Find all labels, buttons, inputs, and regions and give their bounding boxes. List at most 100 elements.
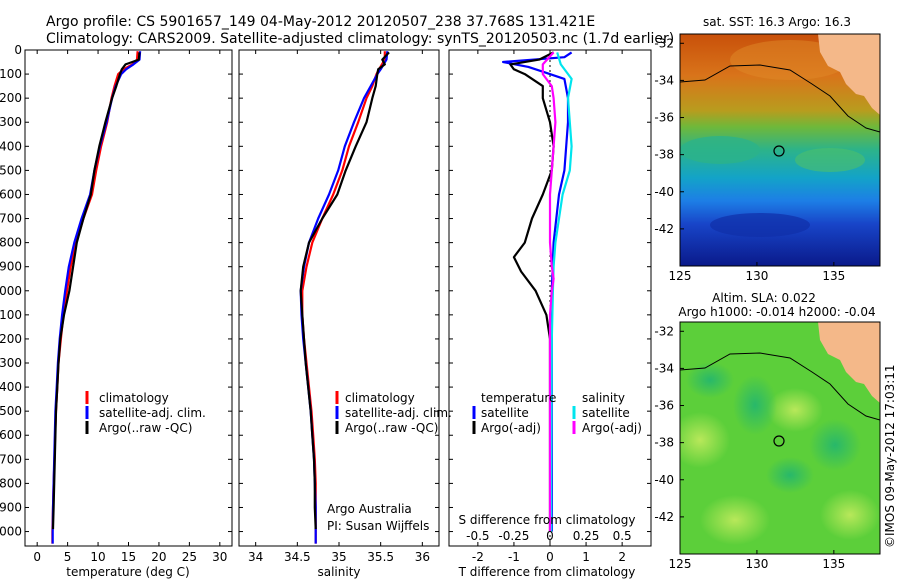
x-tick-label: 5 xyxy=(64,550,72,564)
top-tick-label: 0 xyxy=(546,529,554,543)
y-tick-label: 600 xyxy=(0,187,22,201)
sla-patch xyxy=(766,457,814,493)
sla-patch xyxy=(809,419,861,471)
map-y-tick-label: -38 xyxy=(654,148,674,162)
sla-patch xyxy=(700,495,770,545)
map-y-tick-label: -36 xyxy=(654,399,674,413)
x-tick-label: 10 xyxy=(90,550,105,564)
series-line-salinity-argo-adj- xyxy=(541,51,557,532)
y-tick-label: 1000 xyxy=(0,284,22,298)
map-y-tick-label: -40 xyxy=(654,473,674,487)
y-tick-label: 1800 xyxy=(0,476,22,490)
top-tick-label: -0.25 xyxy=(498,529,529,543)
annotation-pi-name: PI: Susan Wijffels xyxy=(327,519,429,533)
temperature-xlabel: temperature (deg C) xyxy=(66,565,189,579)
argo-position-marker xyxy=(773,145,785,157)
x-tick-label: 35.5 xyxy=(367,550,394,564)
x-tick-label: -1 xyxy=(508,550,520,564)
salinity-plot-frame xyxy=(238,49,440,547)
top-tick-label: 0.5 xyxy=(613,529,632,543)
x-tick-label: -2 xyxy=(472,550,484,564)
salinity-xlabel: salinity xyxy=(317,565,360,579)
land-mass xyxy=(818,34,880,115)
shelf-contour xyxy=(680,352,880,421)
top-tick-label: -0.5 xyxy=(466,529,489,543)
legend-label-satellite: satellite-adj. clim. xyxy=(345,406,452,420)
legend-label-climatology: climatology xyxy=(99,391,169,405)
header-line-1: Argo profile: CS 5901657_149 04-May-2012… xyxy=(46,14,595,30)
sla-map-frame xyxy=(679,321,881,555)
legend-label-sal-argo: Argo(-adj) xyxy=(582,421,642,435)
map-y-tick-label: -42 xyxy=(654,222,674,236)
map-y-tick-label: -42 xyxy=(654,510,674,524)
series-line-argo-raw-qc- xyxy=(51,52,141,530)
annotation-argo-australia: Argo Australia xyxy=(327,502,412,516)
difference-axes: -2 -1 0 1 2 xyxy=(449,49,651,564)
x-tick-label: 25 xyxy=(182,550,197,564)
sla-patch xyxy=(686,362,734,398)
x-tick-label: 36 xyxy=(415,550,430,564)
y-tick-label: 1100 xyxy=(0,308,22,322)
temperature-lines xyxy=(51,51,142,544)
x-tick-label: 2 xyxy=(618,550,626,564)
difference-legend-temperature: temperature satellite Argo(-adj) xyxy=(472,391,556,435)
legend-label-argo: Argo(..raw -QC) xyxy=(99,421,192,435)
series-line-argo-raw-qc- xyxy=(299,51,390,530)
y-tick-label: 800 xyxy=(0,236,22,250)
salinity-axes: 34 34.5 35 35.5 36 xyxy=(239,49,439,564)
x-tick-label: 15 xyxy=(121,550,136,564)
y-tick-label: 100 xyxy=(0,67,22,81)
y-tick-label: 400 xyxy=(0,139,22,153)
y-tick-label: 1600 xyxy=(0,428,22,442)
difference-lines xyxy=(502,51,573,532)
difference-legend-salinity: salinity satellite Argo(-adj) xyxy=(572,391,642,435)
y-tick-label: 0 xyxy=(14,43,22,57)
map-y-tick-label: -38 xyxy=(654,436,674,450)
y-tick-label: 300 xyxy=(0,115,22,129)
sst-patch xyxy=(680,136,760,164)
shelf-contour xyxy=(680,64,880,133)
imos-timestamp: ©IMOS 09-May-2012 17:03:11 xyxy=(883,364,897,548)
sst-map-title: sat. SST: 16.3 Argo: 16.3 xyxy=(703,15,851,29)
x-tick-label: 0 xyxy=(33,550,41,564)
top-tick-label: 0.25 xyxy=(573,529,600,543)
temperature-plot-frame xyxy=(24,49,233,547)
sst-map-axes: 125 130 135 -32 -34 -36 -38 -40 -42 xyxy=(654,36,845,283)
x-tick-label: 34.5 xyxy=(284,550,311,564)
map-y-tick-label: -32 xyxy=(654,36,674,50)
difference-xlabel: T difference from climatology xyxy=(458,565,636,579)
sla-map xyxy=(680,322,880,554)
salinity-lines xyxy=(299,51,390,544)
sst-map-frame xyxy=(679,33,881,267)
map-y-tick-label: -34 xyxy=(654,361,674,375)
temperature-axes: 0 5 10 15 20 25 300100200300400500600700800900… xyxy=(0,43,232,564)
y-tick-label: 200 xyxy=(0,91,22,105)
map-y-tick-label: -36 xyxy=(654,111,674,125)
map-y-tick-label: -32 xyxy=(654,324,674,338)
y-tick-label: 1900 xyxy=(0,500,22,514)
x-tick-label: 0 xyxy=(546,550,554,564)
map-y-tick-label: -40 xyxy=(654,185,674,199)
sla-patch xyxy=(767,388,823,432)
map-y-tick-label: -34 xyxy=(654,73,674,87)
x-tick-label: 20 xyxy=(151,550,166,564)
difference-top-ticks: -0.5 -0.25 0 0.25 0.5 xyxy=(466,529,632,543)
sla-patch xyxy=(820,490,880,540)
sla-map-axes: 125 130 135 -32 -34 -36 -38 -40 -42 xyxy=(654,324,845,571)
map-x-tick-label: 135 xyxy=(822,557,845,571)
y-tick-label: 700 xyxy=(0,212,22,226)
sla-patch xyxy=(733,375,777,435)
x-tick-label: 34 xyxy=(248,550,263,564)
map-x-tick-label: 125 xyxy=(669,557,692,571)
legend-label-climatology: climatology xyxy=(345,391,415,405)
legend-label-argo: Argo(..raw -QC) xyxy=(345,421,438,435)
header-line-2: Climatology: CARS2009. Satellite-adjuste… xyxy=(46,31,674,47)
series-line-salinity-satellite xyxy=(549,52,573,532)
sla-map-title-2: Argo h1000: -0.014 h2000: -0.04 xyxy=(678,305,875,319)
sst-patch xyxy=(710,213,810,237)
difference-top-axis-label: S difference from climatology xyxy=(459,513,636,527)
series-line-temperature-argo-adj- xyxy=(509,51,555,532)
legend-label-sal-satellite: satellite xyxy=(582,406,630,420)
legend-label-temp-satellite: satellite xyxy=(481,406,529,420)
legend-title-temperature: temperature xyxy=(481,391,556,405)
